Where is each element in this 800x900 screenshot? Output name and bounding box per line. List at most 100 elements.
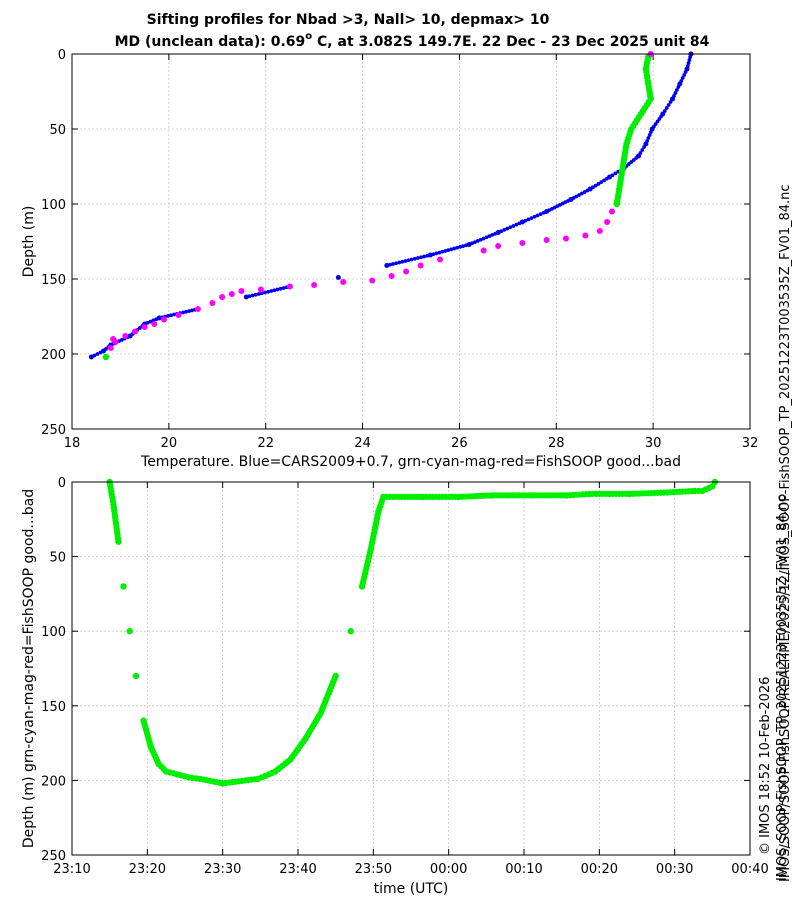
trace-dot xyxy=(256,292,261,296)
x-tick-label: 30 xyxy=(645,436,662,451)
data-point xyxy=(332,672,339,680)
data-point xyxy=(607,174,613,180)
y-axis-label: Depth (m) xyxy=(21,206,37,278)
data-point xyxy=(455,493,462,501)
y-tick-label: 0 xyxy=(58,476,66,491)
trace-dot xyxy=(647,133,652,137)
x-tick-label: 22 xyxy=(257,436,274,451)
data-point xyxy=(219,294,226,300)
x-axis-label: time (UTC) xyxy=(374,881,449,897)
data-point xyxy=(528,492,535,499)
data-point xyxy=(311,282,318,288)
x-tick-label: 18 xyxy=(64,436,81,451)
trace-dot xyxy=(461,244,466,248)
trace-dot xyxy=(458,245,463,249)
y-tick-label: 50 xyxy=(49,551,66,566)
trace-dot xyxy=(484,235,489,240)
data-point xyxy=(543,237,550,243)
trace-dot xyxy=(166,314,170,318)
y-tick-label: 100 xyxy=(41,625,66,640)
x-tick-label: 23:10 xyxy=(53,862,90,877)
trace-dot xyxy=(391,262,395,266)
data-point xyxy=(660,111,666,117)
degree-sup: o xyxy=(305,31,312,42)
data-point xyxy=(120,583,127,590)
trace-dot xyxy=(514,222,519,227)
data-point xyxy=(110,501,117,508)
trace-dot xyxy=(666,103,671,107)
y-tick-label: 50 xyxy=(49,123,66,138)
data-point xyxy=(586,490,593,498)
trace-dot xyxy=(172,312,176,317)
side-file-label: IMOS_SOOP-FishSOOP_TP_20251223T003535Z_F… xyxy=(775,495,790,881)
data-point xyxy=(380,493,387,501)
trace-dot xyxy=(266,289,271,294)
y-tick-label: 150 xyxy=(41,700,66,715)
data-point xyxy=(388,273,395,279)
x-tick-label: 00:30 xyxy=(656,862,693,877)
data-point xyxy=(162,768,170,775)
trace-dot xyxy=(416,256,420,260)
data-point xyxy=(140,717,147,724)
data-point xyxy=(132,672,140,680)
trace-dot xyxy=(269,289,274,293)
trace-dot xyxy=(505,226,510,231)
data-point xyxy=(613,200,621,208)
x-tick-label: 00:00 xyxy=(430,862,467,877)
data-point xyxy=(115,538,122,545)
x-tick-label: 00:20 xyxy=(581,862,618,877)
y-tick-label: 250 xyxy=(41,423,66,438)
trace-dot xyxy=(278,286,283,291)
trace-dot xyxy=(397,260,402,265)
data-point xyxy=(562,235,569,242)
trace-dot xyxy=(687,58,692,62)
data-point xyxy=(219,780,226,787)
data-point xyxy=(427,252,433,258)
trace-dot xyxy=(148,319,153,324)
data-point xyxy=(238,288,245,294)
data-point xyxy=(243,294,249,300)
data-point xyxy=(317,710,324,717)
trace-dot xyxy=(263,290,267,295)
trace-dot xyxy=(250,293,255,298)
x-tick-label: 28 xyxy=(548,436,565,451)
data-point xyxy=(110,336,117,342)
data-point xyxy=(369,277,376,284)
data-point xyxy=(102,353,110,361)
data-point xyxy=(663,489,671,496)
title-line2-prefix: MD (unclean data): 0.69 xyxy=(115,34,306,50)
trace-dot xyxy=(272,288,277,293)
data-point xyxy=(628,125,635,133)
trace-dot xyxy=(502,228,507,232)
trace-dot xyxy=(419,255,423,260)
trace-dot xyxy=(613,171,618,176)
data-point xyxy=(126,628,133,635)
data-point xyxy=(626,490,633,498)
trace-dot xyxy=(253,292,258,297)
x-tick-label: 23:20 xyxy=(129,862,166,877)
y-tick-label: 0 xyxy=(58,48,66,63)
title-line2-suffix: C, at 3.082S 149.7E. 22 Dec - 23 Dec 202… xyxy=(312,34,709,50)
data-point xyxy=(257,286,264,293)
trace-dot xyxy=(473,240,477,244)
data-point xyxy=(367,545,375,553)
data-point xyxy=(647,95,654,103)
trace-dot xyxy=(674,88,679,92)
data-point xyxy=(587,186,593,192)
footer-copyright-label: © IMOS 18:52 10-Feb-2026 xyxy=(758,677,773,855)
data-point xyxy=(437,256,444,263)
data-point xyxy=(175,312,182,318)
data-point xyxy=(643,141,649,147)
x-tick-label: 23:40 xyxy=(279,862,316,877)
data-point xyxy=(519,240,526,246)
trace-dot xyxy=(686,61,691,65)
trace-dot xyxy=(440,249,445,254)
footer-path-label: IMOS/SOOP/SOOP-FishSOOP/REALTIME/2025/12… xyxy=(778,184,793,882)
chart-title-line2: MD (unclean data): 0.69o C, at 3.082S 14… xyxy=(115,31,710,50)
trace-dot xyxy=(580,191,584,196)
x-tick-label: 32 xyxy=(742,436,759,451)
trace-dot xyxy=(446,248,451,253)
data-point xyxy=(194,306,201,312)
data-point xyxy=(495,230,501,235)
